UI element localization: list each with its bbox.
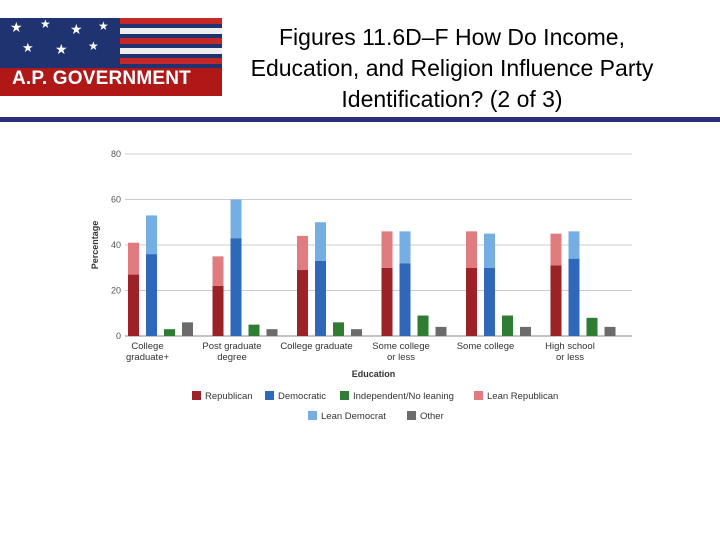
svg-text:★: ★	[88, 39, 99, 53]
logo-text: A.P. GOVERNMENT	[12, 68, 191, 89]
title-line-3: Identification? (2 of 3)	[341, 86, 563, 112]
bar-democratic	[315, 260, 326, 336]
x-category-label: Some college	[457, 341, 515, 352]
legend-label: Other	[420, 411, 444, 422]
bar-other	[182, 322, 193, 336]
slide-title: Figures 11.6D–F How Do Income, Education…	[228, 22, 676, 115]
bar-independent	[333, 322, 344, 336]
y-tick-label: 20	[111, 286, 121, 296]
legend-swatch	[407, 411, 416, 420]
x-category-label: College	[131, 341, 163, 352]
ap-government-logo: ★ ★ ★ ★ ★ ★ ★ A.P. GOVERNMENT	[0, 18, 222, 96]
svg-text:★: ★	[10, 19, 23, 35]
bar-democratic	[484, 267, 495, 336]
bar-democratic	[230, 238, 242, 336]
bar-lean-republican	[466, 231, 477, 268]
y-tick-label: 60	[111, 195, 121, 205]
bar-other	[520, 326, 531, 336]
y-tick-label: 40	[111, 240, 121, 250]
bar-independent	[417, 315, 429, 336]
bar-other	[435, 326, 447, 336]
bar-lean-republican	[128, 242, 139, 275]
legend-swatch	[474, 391, 483, 400]
bar-lean-democrat	[230, 199, 242, 239]
legend-label: Democratic	[278, 391, 326, 402]
bar-republican	[128, 274, 139, 336]
title-divider	[0, 117, 720, 122]
flag-image: ★ ★ ★ ★ ★ ★ ★	[0, 18, 222, 96]
y-tick-label: 80	[111, 149, 121, 159]
bar-independent	[586, 317, 598, 336]
bar-lean-republican	[212, 256, 224, 286]
bar-lean-democrat	[146, 215, 157, 255]
x-category-label: Post graduate	[202, 341, 261, 352]
y-axis-label: Percentage	[90, 221, 100, 270]
legend-swatch	[308, 411, 317, 420]
bar-other	[351, 329, 362, 336]
legend-label: Lean Republican	[487, 391, 558, 402]
bar-other	[604, 326, 616, 336]
bar-independent	[248, 324, 260, 336]
title-line-1: Figures 11.6D–F How Do Income,	[279, 24, 625, 50]
bar-lean-democrat	[568, 231, 580, 259]
bar-independent	[502, 315, 513, 336]
x-category-label: or less	[387, 352, 415, 363]
svg-text:★: ★	[70, 21, 83, 37]
x-category-label: College graduate	[280, 341, 352, 352]
bar-republican	[550, 265, 562, 336]
x-category-label: degree	[217, 352, 247, 363]
bar-republican	[297, 270, 308, 336]
legend-swatch	[340, 391, 349, 400]
svg-text:★: ★	[98, 19, 109, 33]
svg-text:★: ★	[40, 18, 51, 31]
bar-lean-democrat	[315, 222, 326, 261]
x-category-label: or less	[556, 352, 584, 363]
bar-democratic	[568, 258, 580, 336]
x-axis-label: Education	[352, 369, 396, 379]
y-tick-label: 0	[116, 331, 121, 341]
bar-republican	[466, 267, 477, 336]
bar-lean-democrat	[399, 231, 411, 264]
legend-label: Lean Democrat	[321, 411, 386, 422]
bar-democratic	[146, 254, 157, 336]
legend-swatch	[265, 391, 274, 400]
x-category-label: Some college	[372, 341, 430, 352]
bar-lean-democrat	[484, 233, 495, 268]
legend-swatch	[192, 391, 201, 400]
bar-republican	[381, 267, 393, 336]
legend-label: Republican	[205, 391, 253, 402]
bar-republican	[212, 285, 224, 336]
x-category-label: graduate+	[126, 352, 170, 363]
title-line-2: Education, and Religion Influence Party	[250, 55, 654, 81]
bar-lean-republican	[550, 233, 562, 266]
bar-democratic	[399, 263, 411, 336]
svg-text:★: ★	[55, 41, 68, 57]
bar-lean-republican	[297, 235, 308, 271]
x-category-label: High school	[545, 341, 595, 352]
legend-label: Independent/No leaning	[353, 391, 454, 402]
svg-text:★: ★	[22, 40, 34, 55]
bar-independent	[164, 329, 175, 336]
bar-other	[266, 329, 278, 336]
bar-lean-republican	[381, 231, 393, 268]
